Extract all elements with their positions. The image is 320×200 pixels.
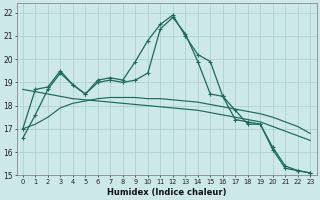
X-axis label: Humidex (Indice chaleur): Humidex (Indice chaleur) — [107, 188, 226, 197]
